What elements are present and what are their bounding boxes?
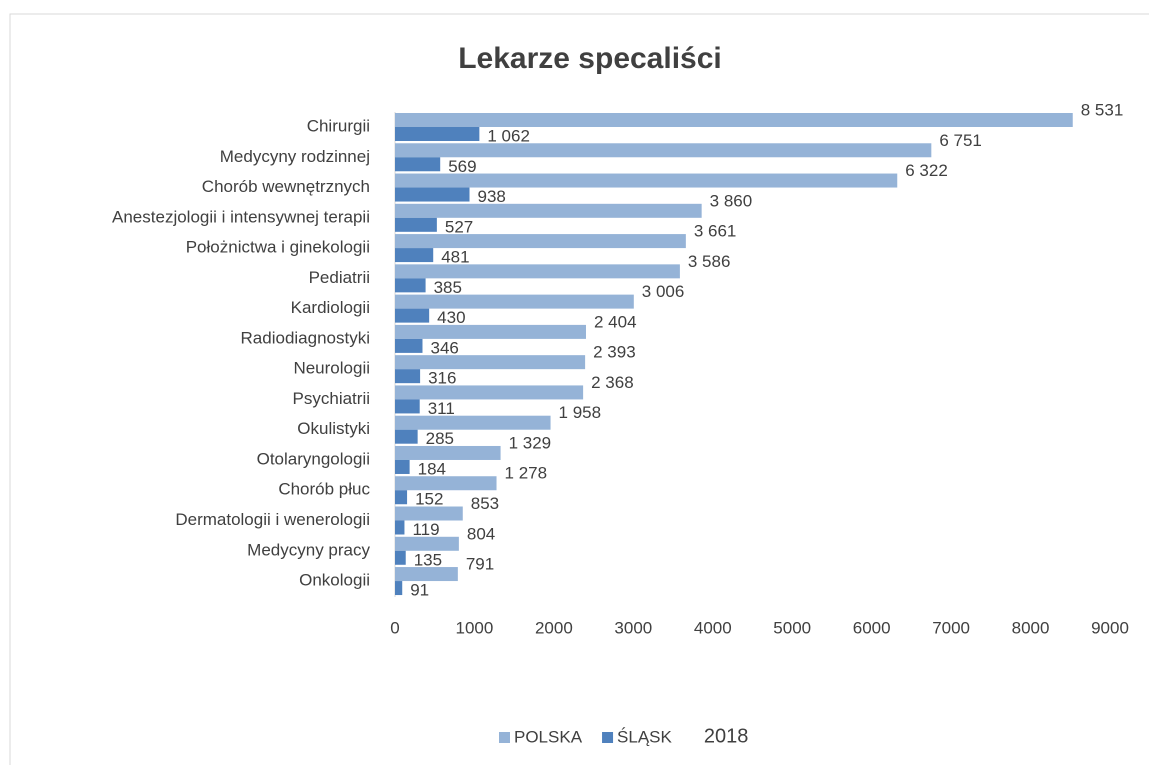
category-label: Medycyny rodzinnej xyxy=(220,147,370,166)
data-label: 1 278 xyxy=(505,464,548,483)
x-tick-label: 2000 xyxy=(535,618,573,637)
x-tick-label: 0 xyxy=(390,618,399,637)
category-label: Dermatologii i wenerologii xyxy=(175,510,370,529)
bar xyxy=(395,127,480,141)
data-label: 135 xyxy=(414,550,442,569)
category-label: Kardiologii xyxy=(291,298,370,317)
data-label: 6 322 xyxy=(905,161,948,180)
category-label: Chorób wewnętrznych xyxy=(202,177,370,196)
category-label: Radiodiagnostyki xyxy=(241,328,370,347)
bar xyxy=(395,536,459,551)
bar xyxy=(395,173,898,188)
category-label: Psychiatrii xyxy=(293,389,370,408)
data-label: 3 586 xyxy=(688,252,731,271)
bar xyxy=(395,324,586,339)
category-label: Pediatrii xyxy=(309,268,370,287)
bar xyxy=(395,143,932,158)
data-label: 385 xyxy=(434,278,462,297)
data-label: 346 xyxy=(430,338,458,357)
category-label: Otolaryngologii xyxy=(257,449,370,468)
data-label: 2 368 xyxy=(591,373,634,392)
data-label: 3 006 xyxy=(642,282,685,301)
bar xyxy=(395,399,420,414)
data-label: 184 xyxy=(418,459,446,478)
x-tick-label: 3000 xyxy=(614,618,652,637)
x-tick-label: 8000 xyxy=(1012,618,1050,637)
data-label: 1 958 xyxy=(559,403,602,422)
category-label: Chorób płuc xyxy=(278,480,370,499)
annotation: 2018 xyxy=(704,725,749,747)
bar xyxy=(395,520,405,535)
bar xyxy=(395,429,418,444)
data-label: 311 xyxy=(428,399,455,418)
bar xyxy=(395,476,497,491)
bar xyxy=(395,550,406,565)
x-tick-label: 6000 xyxy=(853,618,891,637)
bar xyxy=(395,445,501,460)
x-tick-label: 9000 xyxy=(1091,618,1129,637)
legend-label: ŚLĄSK xyxy=(617,727,672,746)
data-label: 8 531 xyxy=(1081,100,1124,119)
x-tick-label: 5000 xyxy=(773,618,811,637)
bar xyxy=(395,234,686,249)
bar xyxy=(395,157,441,172)
legend-swatch xyxy=(499,732,510,743)
category-label: Położnictwa i ginekologii xyxy=(186,238,370,257)
bar xyxy=(395,187,470,202)
chart-frame xyxy=(9,13,1149,765)
data-label: 481 xyxy=(441,248,469,267)
bar xyxy=(395,248,434,263)
data-label: 316 xyxy=(428,369,456,388)
bar xyxy=(395,581,403,596)
data-label: 152 xyxy=(415,490,443,509)
x-tick-label: 1000 xyxy=(456,618,494,637)
chart-title: Lekarze specaliści xyxy=(458,42,722,75)
category-label: Medycyny pracy xyxy=(247,540,370,559)
category-label: Chirurgii xyxy=(307,116,370,135)
data-label: 119 xyxy=(412,520,439,539)
data-label: 91 xyxy=(410,581,429,600)
legend-swatch xyxy=(602,732,614,743)
bar xyxy=(395,338,423,353)
data-label: 569 xyxy=(448,157,476,176)
data-label: 430 xyxy=(437,308,465,327)
category-label: Neurologii xyxy=(293,359,370,378)
category-label: Okulistyki xyxy=(297,419,370,438)
bar xyxy=(395,459,410,474)
data-label: 804 xyxy=(467,524,495,543)
category-label: Onkologii xyxy=(299,571,370,590)
bar xyxy=(395,113,1073,127)
bar xyxy=(395,506,463,521)
data-label: 3 661 xyxy=(694,222,737,241)
data-label: 853 xyxy=(471,494,499,513)
data-label: 6 751 xyxy=(939,131,982,150)
legend-label: POLSKA xyxy=(514,727,583,746)
x-tick-label: 4000 xyxy=(694,618,732,637)
bar xyxy=(395,278,426,293)
bar xyxy=(395,203,702,218)
bar xyxy=(395,355,586,370)
category-label: Anestezjologii i intensywnej terapii xyxy=(112,207,370,226)
data-label: 2 393 xyxy=(593,343,636,362)
bar xyxy=(395,369,421,384)
data-label: 1 062 xyxy=(487,126,530,145)
data-label: 285 xyxy=(426,429,454,448)
data-label: 2 404 xyxy=(594,312,637,331)
bar xyxy=(395,415,551,430)
bar xyxy=(395,385,584,400)
data-label: 3 860 xyxy=(710,191,753,210)
bar xyxy=(395,217,437,232)
bar xyxy=(395,490,408,505)
bar xyxy=(395,264,680,279)
data-label: 938 xyxy=(478,187,506,206)
bar xyxy=(395,308,430,323)
bar xyxy=(395,567,458,582)
data-label: 791 xyxy=(466,555,494,574)
bar xyxy=(395,294,634,309)
data-label: 1 329 xyxy=(509,433,552,452)
data-label: 527 xyxy=(445,217,473,236)
x-tick-label: 7000 xyxy=(932,618,970,637)
